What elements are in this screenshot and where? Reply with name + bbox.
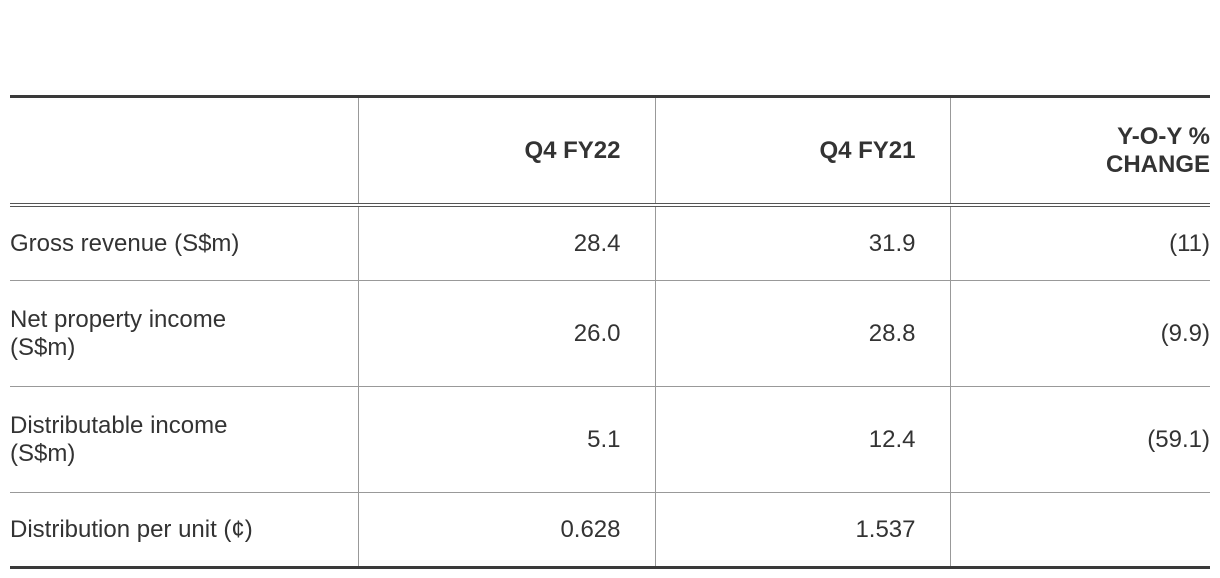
cell-value: 1.537 (855, 515, 916, 543)
value-cell: 28.8 (654, 280, 950, 387)
cell-value: 5.1 (587, 425, 621, 453)
value-cell: 12.4 (654, 386, 950, 493)
value-cell: (11) (949, 205, 1210, 281)
table-row: Distributable income (S$m) 5.1 12.4 (59.1) (10, 386, 1210, 493)
results-table: Q4 FY22 Q4 FY21 Y-O-Y % CHANGE Gross revenu… (10, 95, 1210, 569)
table-header: Q4 FY22 Q4 FY21 Y-O-Y % CHANGE (10, 96, 1210, 207)
table-row: Net property income (S$m) 26.0 28.8 (9.9) (10, 280, 1210, 387)
header-row: Q4 FY22 Q4 FY21 Y-O-Y % CHANGE (10, 96, 1210, 207)
row-label-cell: Distributable income (S$m) (10, 386, 358, 493)
cell-value: 28.4 (573, 229, 621, 257)
header-cell: Y-O-Y % CHANGE (949, 96, 1210, 207)
row-label-cell: Distribution per unit (¢) (10, 492, 358, 568)
table-row: Gross revenue (S$m) 28.4 31.9 (11) (10, 205, 1210, 281)
value-cell (949, 492, 1210, 568)
value-cell: (9.9) (949, 280, 1210, 387)
value-cell: 28.4 (357, 205, 655, 281)
cell-value: (11) (1169, 229, 1210, 257)
value-cell: 31.9 (654, 205, 950, 281)
row-label: Distribution per unit (¢) (10, 515, 253, 543)
row-label: Net property income (S$m) (10, 305, 227, 361)
row-label-cell: Gross revenue (S$m) (10, 205, 358, 281)
value-cell: 26.0 (357, 280, 655, 387)
value-cell: 5.1 (357, 386, 655, 493)
cell-value: (9.9) (1160, 319, 1210, 347)
cell-value: 26.0 (573, 319, 621, 347)
table-row: Distribution per unit (¢) 0.628 1.537 (10, 492, 1210, 568)
row-label-cell: Net property income (S$m) (10, 280, 358, 387)
header-cell: Q4 FY22 (357, 96, 655, 207)
cell-value: 0.628 (560, 515, 621, 543)
cell-value: 28.8 (868, 319, 916, 347)
table-body: Gross revenue (S$m) 28.4 31.9 (11) Net prope… (10, 205, 1210, 568)
column-heading: Q4 FY21 (819, 136, 916, 164)
row-label: Gross revenue (S$m) (10, 229, 240, 257)
value-cell: 1.537 (654, 492, 950, 568)
value-cell: (59.1) (949, 386, 1210, 493)
column-heading: Y-O-Y % CHANGE (1105, 122, 1210, 178)
cell-value: 31.9 (868, 229, 916, 257)
value-cell: 0.628 (357, 492, 655, 568)
header-cell: Q4 FY21 (654, 96, 950, 207)
header-cell (10, 96, 358, 207)
cell-value: (59.1) (1147, 425, 1210, 453)
column-heading: Q4 FY22 (524, 136, 621, 164)
cell-value: 12.4 (868, 425, 916, 453)
row-label: Distributable income (S$m) (10, 411, 228, 467)
